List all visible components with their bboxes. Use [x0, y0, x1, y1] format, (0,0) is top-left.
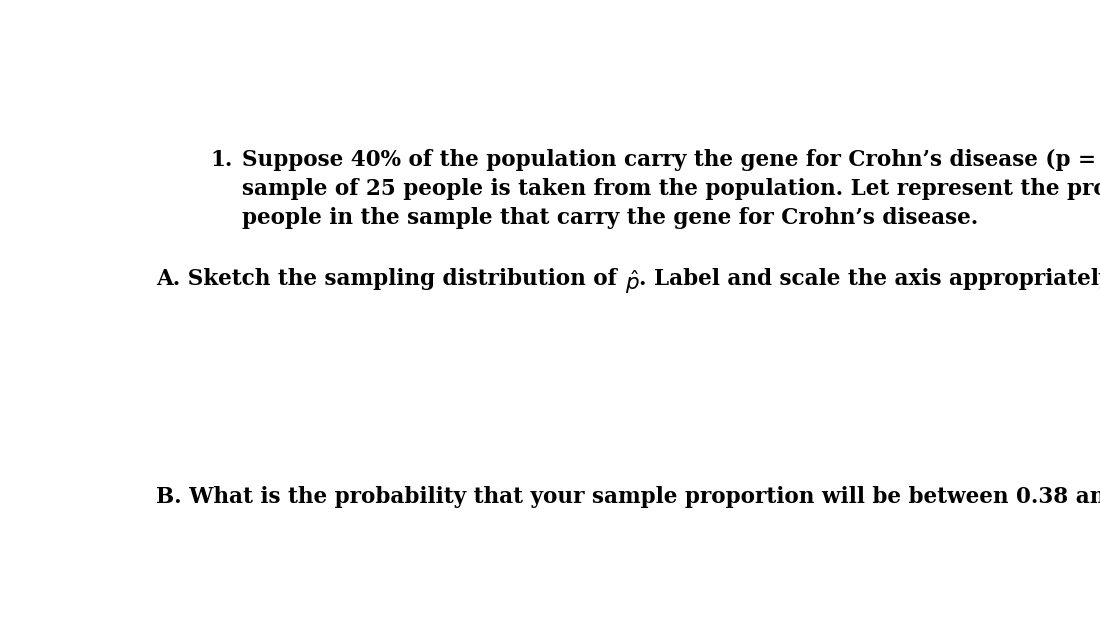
Text: 1.: 1.: [210, 149, 232, 171]
Text: people in the sample that carry the gene for Crohn’s disease.: people in the sample that carry the gene…: [242, 207, 979, 229]
Text: . Label and scale the axis appropriately.: . Label and scale the axis appropriately…: [639, 268, 1100, 290]
Text: A. Sketch the sampling distribution of: A. Sketch the sampling distribution of: [156, 268, 625, 290]
Text: Suppose 40% of the population carry the gene for Crohn’s disease (p = 0.40). A r: Suppose 40% of the population carry the …: [242, 149, 1100, 171]
Text: B. What is the probability that your sample proportion will be between 0.38 and : B. What is the probability that your sam…: [156, 486, 1100, 508]
Text: sample of 25 people is taken from the population. Let represent the proportion o: sample of 25 people is taken from the po…: [242, 178, 1100, 200]
Text: $\hat{p}$: $\hat{p}$: [625, 268, 639, 296]
